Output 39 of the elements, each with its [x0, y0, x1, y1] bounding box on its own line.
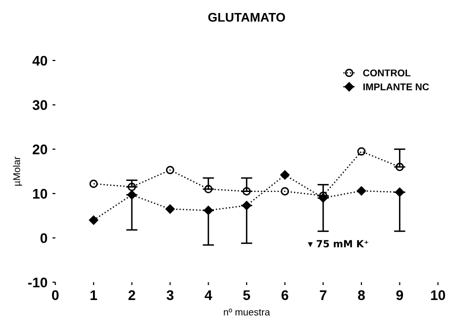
- chart-title: GLUTAMATO: [208, 12, 285, 22]
- point: [280, 187, 290, 196]
- annotation: ▾ 75 mM K⁺: [308, 240, 368, 248]
- point: [242, 187, 251, 196]
- point: [280, 170, 290, 180]
- x-tick-label: 3: [166, 290, 174, 300]
- y-tick-label: 0: [40, 233, 48, 244]
- y-axis-title: µMolar: [12, 156, 22, 186]
- x-axis-title: nº muestra: [224, 308, 270, 316]
- x-tick-label: 2: [128, 290, 136, 300]
- y-tick-label: 10: [33, 188, 48, 199]
- y-tick-label: -10: [28, 278, 48, 288]
- point: [127, 190, 136, 200]
- point: [204, 206, 213, 216]
- point: [396, 162, 404, 172]
- point: [395, 188, 404, 197]
- x-tick-label: 8: [358, 290, 365, 300]
- y-tick-label: 40: [32, 56, 48, 66]
- point: [204, 184, 213, 194]
- point: [128, 182, 136, 192]
- point: [88, 216, 98, 225]
- legend-label: IMPLANTE NC: [363, 83, 429, 90]
- point: [357, 147, 366, 156]
- x-tick-label: 5: [243, 290, 250, 300]
- x-tick-label: 1: [90, 290, 98, 300]
- x-tick-label: 10: [431, 290, 446, 300]
- point: [166, 166, 174, 174]
- x-tick-label: 9: [396, 290, 404, 300]
- point: [356, 186, 366, 196]
- point: [89, 180, 98, 188]
- y-tick-label: 30: [32, 100, 48, 110]
- point: [242, 200, 252, 210]
- x-tick-label: 7: [320, 290, 326, 300]
- point: [165, 204, 175, 214]
- x-tick-label: 6: [282, 290, 288, 300]
- legend-label: CONTROL: [363, 69, 411, 76]
- x-tick-label: 4: [204, 290, 212, 300]
- y-tick-label: 20: [32, 144, 48, 154]
- x-tick-label: 0: [52, 290, 59, 300]
